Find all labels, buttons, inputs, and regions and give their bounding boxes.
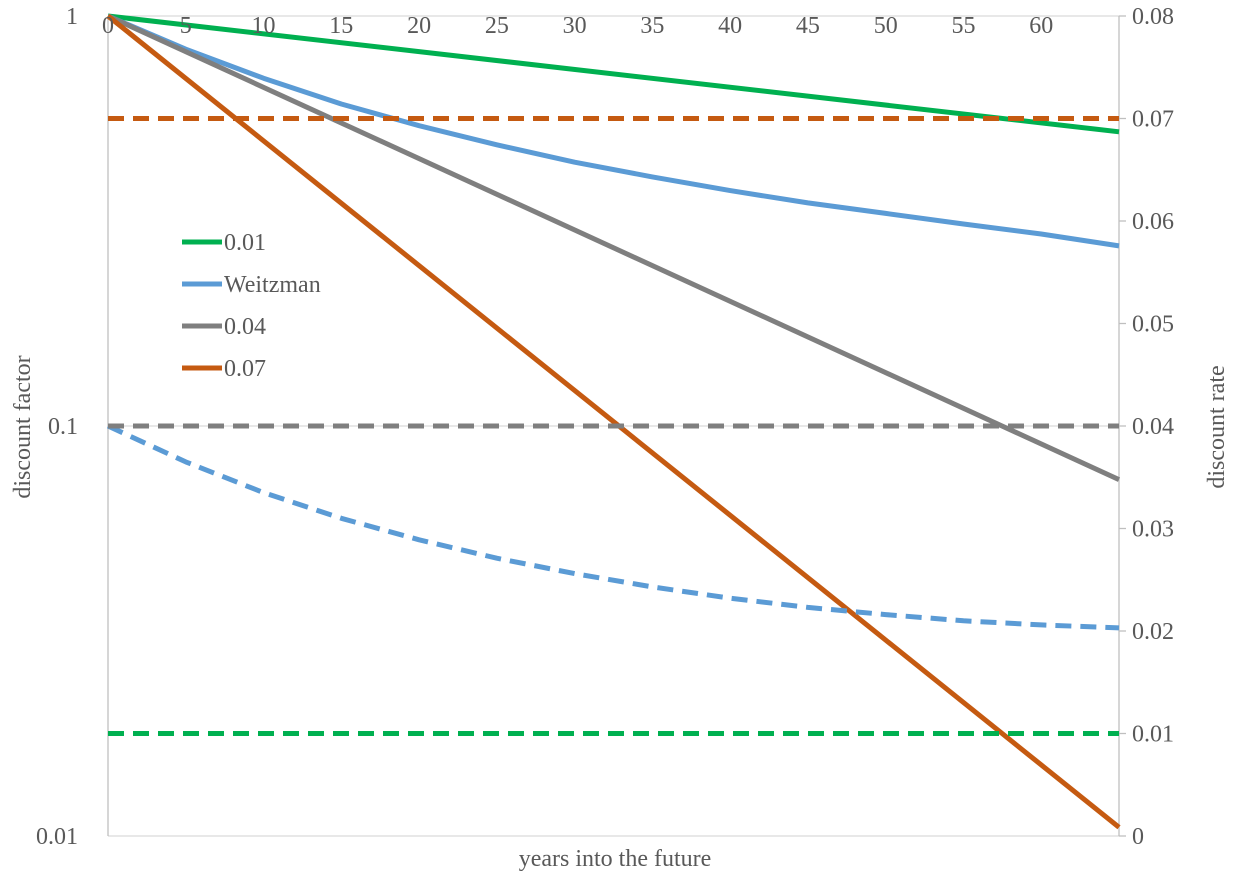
x-tick-label-5: 25 [485,13,509,39]
right-axis-title: discount rate [1204,365,1230,488]
legend-label-2: 0.04 [224,314,266,340]
x-tick-label-12: 60 [1029,13,1053,39]
series-factor-0-07 [106,14,1121,830]
legend: 0.01 Weitzman 0.04 0.07 [182,230,321,382]
series-rate-weitzman [106,423,1120,631]
left-axis-title: discount factor [10,355,36,498]
series-factor-weitzman [107,13,1120,249]
x-tick-label-7: 35 [640,13,664,39]
x-tick-label-11: 55 [951,13,975,39]
x-tick-label-6: 30 [563,13,587,39]
left-tick-label-1: 0.1 [48,414,78,440]
x-axis-title: years into the future [519,846,712,872]
right-tick-label-6: 0.02 [1132,619,1174,645]
series-factor-0-01 [107,13,1120,135]
x-tick-label-1: 5 [180,13,192,39]
left-tick-label-2: 0.01 [36,824,78,850]
legend-label-0: 0.01 [224,230,266,256]
series-factor-0-04 [106,13,1121,482]
series-lines [106,13,1121,830]
x-tick-label-10: 50 [874,13,898,39]
x-tick-label-2: 10 [252,13,276,39]
right-tick-label-5: 0.03 [1132,517,1174,543]
x-tick-label-8: 40 [718,13,742,39]
legend-label-3: 0.07 [224,356,266,382]
right-tick-label-3: 0.05 [1132,312,1174,338]
right-tick-label-4: 0.04 [1132,414,1174,440]
tick-labels: 0.080.070.060.050.040.030.020.01010.10.0… [36,4,1174,850]
right-tick-label-1: 0.07 [1132,107,1174,133]
x-tick-label-4: 20 [407,13,431,39]
x-tick-label-3: 15 [329,13,353,39]
x-tick-label-0: 0 [102,13,114,39]
legend-label-1: Weitzman [224,272,321,298]
left-tick-label-0: 1 [66,4,78,30]
right-tick-label-8: 0 [1132,824,1144,850]
x-tick-label-9: 45 [796,13,820,39]
right-tick-label-2: 0.06 [1132,209,1174,235]
right-tick-label-7: 0.01 [1132,722,1174,748]
right-tick-label-0: 0.08 [1132,4,1174,30]
